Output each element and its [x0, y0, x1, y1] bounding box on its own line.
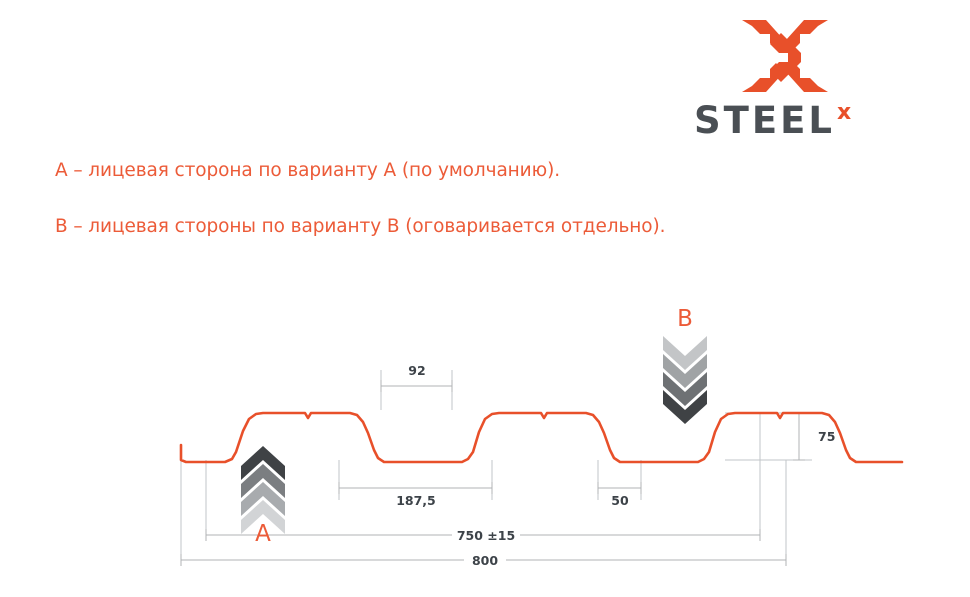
side-a-marker: A: [241, 446, 285, 547]
dimension-75-label: 75: [818, 429, 835, 444]
corrugated-profile-outline: [179, 411, 904, 464]
dimension-187-5: 187,5: [338, 482, 493, 508]
steelx-logo-icon: [740, 18, 830, 94]
dimension-92-label: 92: [408, 363, 425, 378]
profile-technical-drawing: 92 187,5 50 75 750 ±15 800: [0, 288, 970, 588]
side-a-marker-label: A: [255, 521, 271, 547]
side-b-marker-label: B: [677, 306, 693, 332]
dimension-50: 50: [597, 482, 642, 508]
dimension-187-5-label: 187,5: [396, 493, 436, 508]
dimension-800: 800: [180, 551, 787, 569]
dimension-92: 92: [380, 362, 453, 392]
chevron-up-icon: [241, 446, 285, 534]
brand-wordmark: STEEL x: [694, 102, 914, 142]
dimension-75: 75: [793, 412, 835, 461]
wordmark-text: STEEL: [694, 99, 836, 142]
brand-logo: STEEL x: [690, 18, 915, 143]
dimension-800-label: 800: [472, 553, 498, 568]
chevron-down-icon: [663, 336, 707, 424]
dimension-750-label: 750 ±15: [457, 528, 515, 543]
wordmark-superscript-x: x: [837, 100, 852, 125]
legend-line-a: A – лицевая сторона по варианту А (по ум…: [55, 160, 560, 181]
side-b-marker: B: [663, 306, 707, 424]
dimension-50-label: 50: [611, 493, 629, 508]
dimension-750-tolerance: 750 ±15: [205, 526, 761, 544]
legend-line-b: B – лицевая стороны по варианту B (огова…: [55, 216, 666, 237]
